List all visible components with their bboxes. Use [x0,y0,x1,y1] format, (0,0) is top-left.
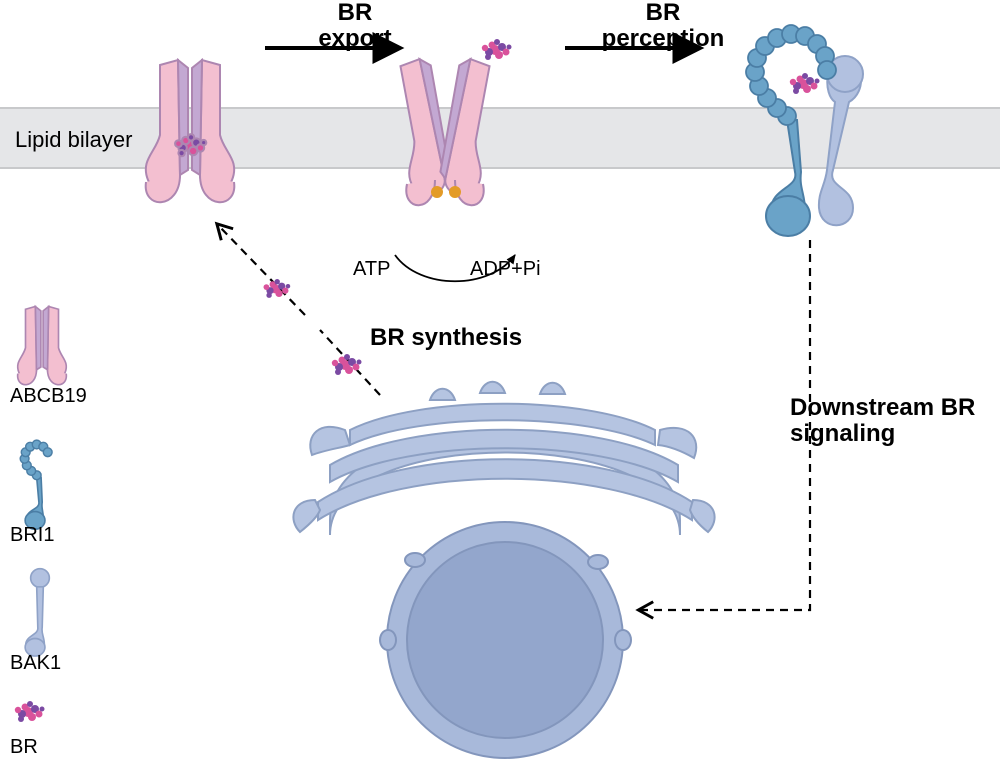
label-br-synthesis: BR synthesis [370,325,522,351]
label-legend-bak1: BAK1 [10,652,61,674]
legend-abcb19-icon [18,307,67,385]
label-br-export: BRexport [310,0,400,53]
legend-bak1-icon [25,569,49,656]
arrow-downstream-signaling [640,240,810,610]
label-downstream: Downstream BRsignaling [790,395,990,448]
legend-br-icon [15,701,45,722]
label-lipid-bilayer: Lipid bilayer [15,128,132,152]
br-molecule-synthesis [332,354,362,375]
receptor-complex [746,25,863,236]
arrow-br-synthesis-2 [218,225,305,315]
label-br-perception: BRperception [588,0,738,53]
abcb19-closed [146,60,235,202]
arrow-atp-hydrolysis [395,255,515,281]
endoplasmic-reticulum [293,382,714,555]
legend-bri1-icon [20,440,52,529]
lipid-bilayer [0,108,1000,168]
label-legend-br: BR [10,736,38,758]
diagram-canvas [0,0,1000,775]
br-molecule-exported [482,39,512,60]
label-adp-pi: ADP+Pi [470,258,541,280]
br-molecule-transit [264,279,291,298]
label-legend-bri1: BRI1 [10,524,54,546]
label-atp: ATP [353,258,390,280]
abcb19-open [391,57,498,205]
label-legend-abcb19: ABCB19 [10,385,87,407]
arrow-br-synthesis-1 [320,330,380,395]
nucleus [380,522,631,758]
